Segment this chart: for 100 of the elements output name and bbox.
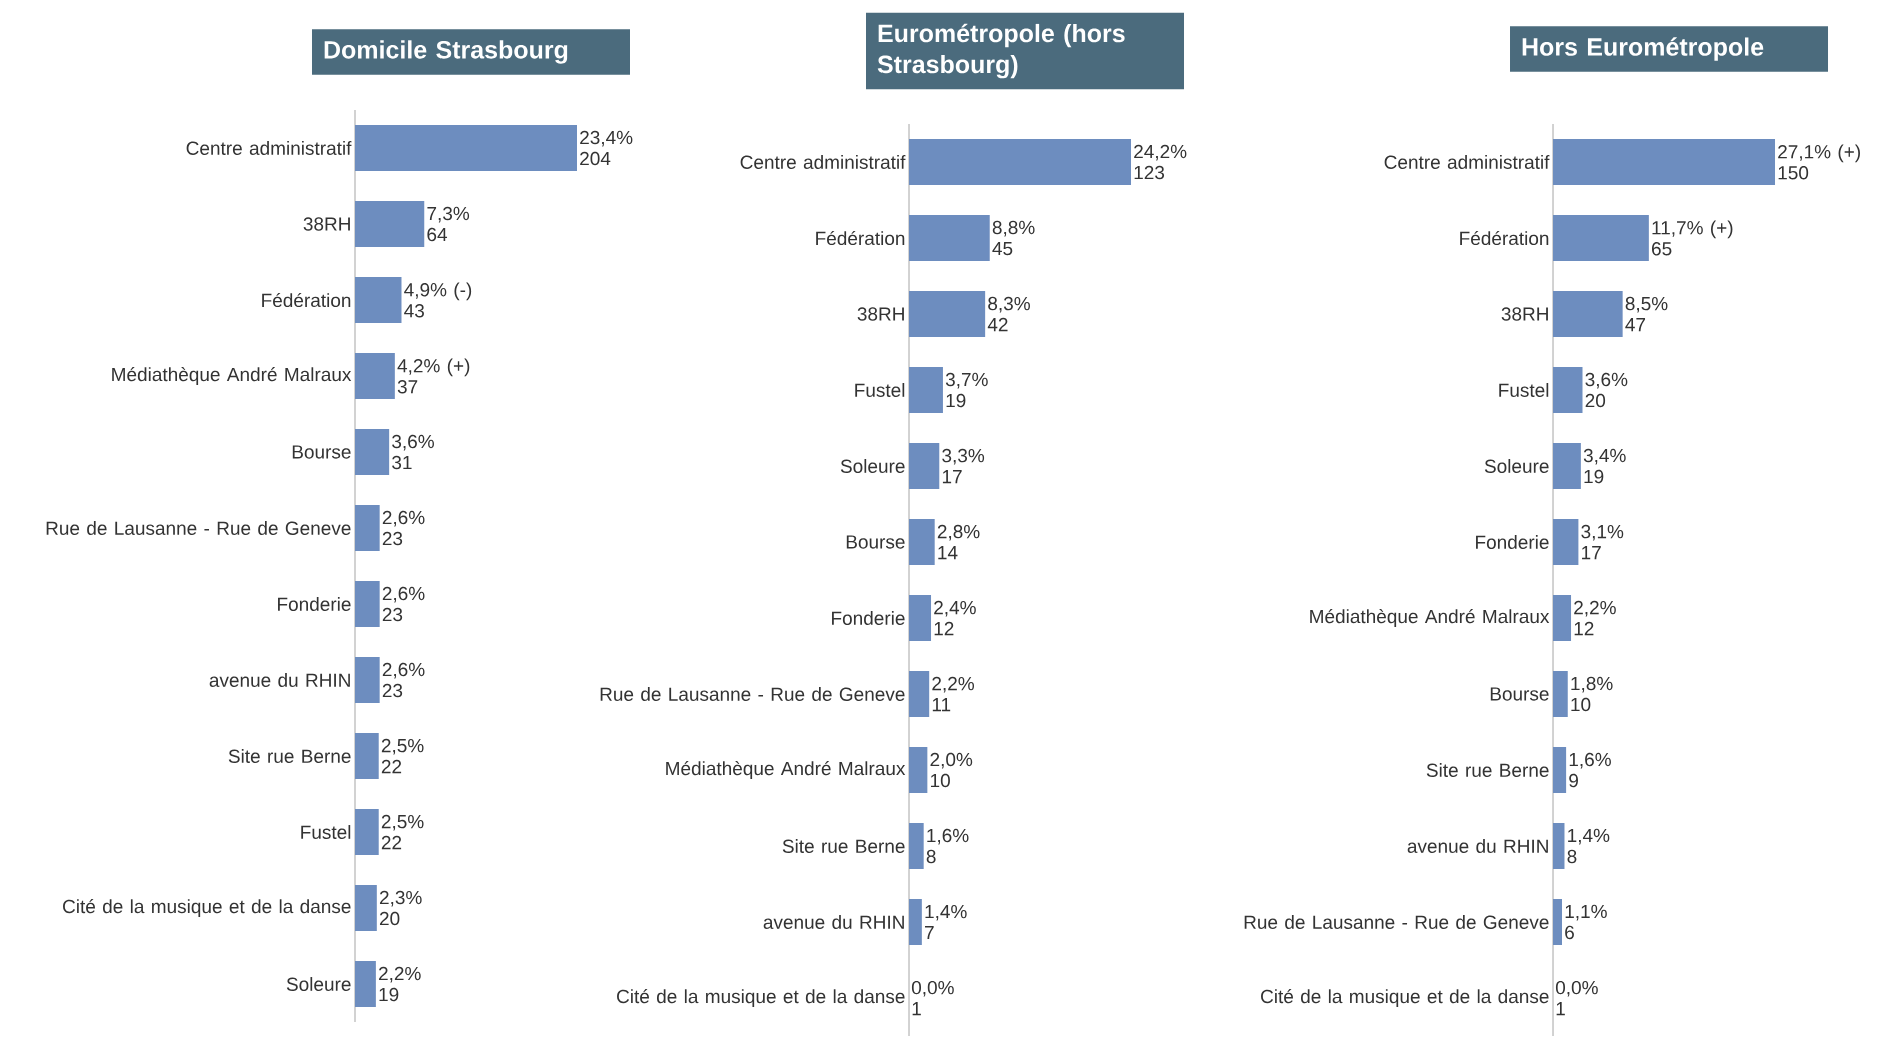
bar (1553, 367, 1583, 413)
bar (909, 291, 986, 337)
bar (355, 277, 402, 323)
y-tick-label: Centre administratif (186, 141, 352, 155)
data-label: 2,2% 19 (379, 966, 421, 1002)
y-tick-label: Cité de la musique et de la danse (1261, 989, 1549, 1007)
data-label: 3,4% 19 (1583, 448, 1626, 484)
y-tick-label: Médiathèque André Malraux (112, 367, 352, 385)
data-label: 1,4% 7 (925, 904, 967, 940)
data-label: 7,3% 64 (427, 206, 470, 242)
data-label: 2,6% 23 (382, 662, 425, 698)
data-label: 3,6% 20 (1585, 372, 1628, 408)
data-label: 2,2% 12 (1574, 600, 1616, 636)
data-label: 0,0% 1 (1555, 980, 1598, 1016)
bar (909, 519, 935, 566)
y-tick-label: Fonderie (278, 597, 351, 611)
y-tick-label: Fédération (816, 230, 905, 246)
bar (909, 747, 928, 794)
y-tick-label: Fonderie (832, 611, 905, 625)
data-label: 3,7% 19 (945, 372, 988, 408)
data-label: 24,2% 123 (1134, 144, 1187, 180)
data-label: 1,8% 10 (1571, 676, 1613, 712)
data-label: 4,9% (-) 43 (404, 282, 472, 318)
y-tick-label: avenue du RHIN (763, 915, 904, 929)
chart-title: Hors Eurométropole (1522, 37, 1764, 61)
bar (909, 595, 932, 642)
data-label: 2,6% 23 (382, 510, 425, 546)
data-label: 1,6% 8 (926, 828, 969, 864)
bar (1553, 747, 1567, 794)
bar (909, 139, 1132, 185)
bar (355, 961, 376, 1008)
y-tick-label: Site rue Berne (228, 749, 351, 763)
bar (909, 671, 930, 718)
bar (909, 899, 922, 946)
bar (355, 201, 425, 247)
data-label: 1,4% 8 (1567, 828, 1610, 864)
y-tick-label: Médiathèque André Malraux (666, 761, 906, 779)
y-tick-label: avenue du RHIN (209, 673, 350, 687)
data-label: 1,6% 9 (1569, 752, 1611, 788)
data-label: 2,6% 23 (382, 586, 425, 622)
y-tick-label: Fonderie (1476, 535, 1549, 549)
bar (909, 443, 940, 490)
bar (1553, 595, 1572, 642)
y-tick-label: Cité de la musique et de la danse (63, 899, 351, 917)
data-label: 2,2% 11 (932, 676, 975, 712)
data-label: 2,0% 10 (930, 752, 973, 788)
bar (909, 215, 990, 261)
data-label: 0,0% 1 (911, 980, 954, 1016)
bar (1553, 443, 1581, 490)
data-label: 4,2% (+) 37 (397, 358, 470, 394)
bar (1553, 899, 1563, 946)
bar (355, 429, 390, 476)
data-label: 1,1% 6 (1565, 904, 1607, 940)
bar (355, 733, 379, 780)
bar (1553, 215, 1649, 261)
y-tick-label: Bourse (846, 535, 905, 549)
data-label: 8,3% 42 (987, 296, 1030, 332)
bar (355, 505, 380, 552)
bar (355, 809, 379, 856)
y-tick-label: Soleure (1484, 459, 1549, 473)
data-label: 11,7% (+) 65 (1652, 220, 1733, 256)
y-tick-label: 38RH (857, 307, 904, 321)
bar (1553, 823, 1565, 870)
data-label: 2,4% 12 (934, 600, 976, 636)
bar (1553, 139, 1776, 185)
bar (909, 367, 943, 413)
data-label: 2,3% 20 (379, 890, 422, 926)
y-tick-label: Rue de Lausanne - Rue de Geneve (600, 687, 905, 701)
data-label: 2,5% 22 (381, 814, 424, 850)
data-label: 8,8% 45 (992, 220, 1035, 256)
bar (1553, 291, 1623, 337)
data-label: 3,1% 17 (1581, 524, 1624, 560)
data-label: 8,5% 47 (1625, 296, 1668, 332)
y-tick-label: Rue de Lausanne - Rue de Geneve (1244, 915, 1549, 929)
data-label: 27,1% (+) 150 (1778, 144, 1860, 180)
bar (355, 885, 377, 932)
bar (355, 581, 380, 628)
data-label: 3,6% 31 (392, 434, 434, 470)
data-label: 23,4% 204 (580, 130, 633, 166)
y-tick-label: Soleure (286, 977, 351, 991)
bar (1553, 519, 1579, 566)
data-label: 2,5% 22 (381, 738, 424, 774)
bar (355, 657, 380, 704)
y-tick-label: Fustel (301, 825, 351, 839)
chart-title: Domicile Strasbourg (324, 40, 568, 64)
y-tick-label: Fustel (855, 383, 905, 397)
y-tick-label: Centre administratif (740, 155, 906, 169)
y-tick-label: Bourse (1490, 687, 1549, 701)
y-tick-label: Centre administratif (1384, 155, 1550, 169)
y-tick-label: 38RH (303, 217, 350, 231)
y-tick-label: 38RH (1501, 307, 1548, 321)
y-tick-label: Site rue Berne (1426, 763, 1549, 777)
y-tick-label: Cité de la musique et de la danse (617, 989, 905, 1007)
y-tick-label: Rue de Lausanne - Rue de Geneve (46, 521, 351, 535)
bar (1553, 671, 1568, 718)
y-tick-label: Site rue Berne (782, 839, 905, 853)
bar (355, 353, 395, 400)
data-label: 3,3% 17 (942, 448, 985, 484)
y-tick-label: Fédération (262, 292, 351, 308)
chart-title: Eurométropole (hors Strasbourg) (877, 23, 1125, 79)
